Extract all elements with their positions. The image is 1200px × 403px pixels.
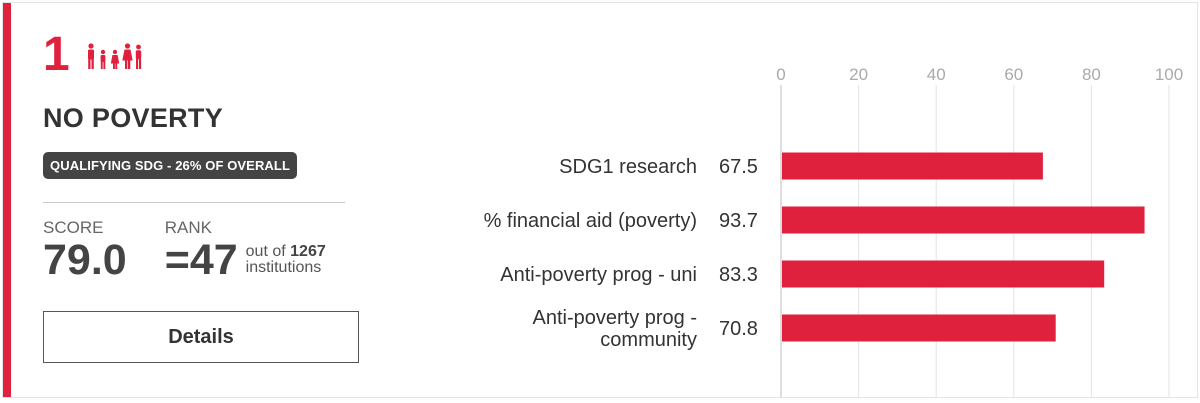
rank-block: RANK =47 out of 1267 institutions (164, 218, 326, 284)
bar (782, 206, 1145, 234)
bar (782, 314, 1056, 342)
value-label: 83.3 (719, 264, 758, 286)
x-tick-label: 60 (1004, 65, 1023, 84)
category-label: Anti-poverty prog - (532, 307, 697, 329)
x-tick-label: 80 (1082, 65, 1101, 84)
rank-out-of-prefix: out of (245, 243, 286, 260)
accent-bar (3, 3, 11, 397)
qualifying-badge: QUALIFYING SDG - 26% OF OVERALL (43, 152, 298, 179)
goal-number: 1 (43, 28, 70, 81)
x-tick-label: 0 (776, 65, 785, 84)
bar (782, 152, 1043, 180)
score-value: 79.0 (43, 236, 127, 284)
sdg-card: 1 (2, 2, 1198, 398)
category-label: % financial aid (poverty) (484, 210, 697, 232)
x-tick-label: 100 (1155, 65, 1183, 84)
value-label: 67.5 (719, 156, 758, 178)
score-label: SCORE (43, 218, 104, 237)
x-tick-label: 40 (927, 65, 946, 84)
details-button[interactable]: Details (43, 311, 359, 363)
bar (782, 260, 1105, 288)
rank-label: RANK (164, 218, 212, 237)
family-icon (86, 43, 144, 76)
category-label: SDG1 research (559, 156, 697, 178)
score-block: SCORE 79.0 (43, 218, 127, 284)
summary-panel: 1 (43, 31, 363, 363)
divider (43, 202, 345, 203)
chart-svg: 0 20 40 60 80 100 SDG1 research 67.5 % financial… (484, 65, 1183, 397)
rank-value: =47 (164, 236, 238, 284)
rank-out-of: out of 1267 institutions (246, 244, 326, 276)
rank-total: 1267 (290, 243, 326, 260)
value-label: 70.8 (719, 318, 758, 340)
stats-row: SCORE 79.0 RANK =47 out of 1267 institut… (43, 218, 363, 284)
goal-header: 1 (43, 31, 363, 83)
rank-suffix: institutions (245, 259, 322, 276)
rank-line: =47 out of 1267 institutions (164, 236, 326, 284)
indicator-chart: 0 20 40 60 80 100 SDG1 research 67.5 % financial… (3, 3, 1200, 403)
category-label: Anti-poverty prog - uni (500, 264, 697, 286)
goal-title: NO POVERTY (43, 103, 224, 133)
value-label: 93.7 (719, 210, 758, 232)
category-label: community (600, 329, 697, 351)
x-tick-label: 20 (849, 65, 868, 84)
